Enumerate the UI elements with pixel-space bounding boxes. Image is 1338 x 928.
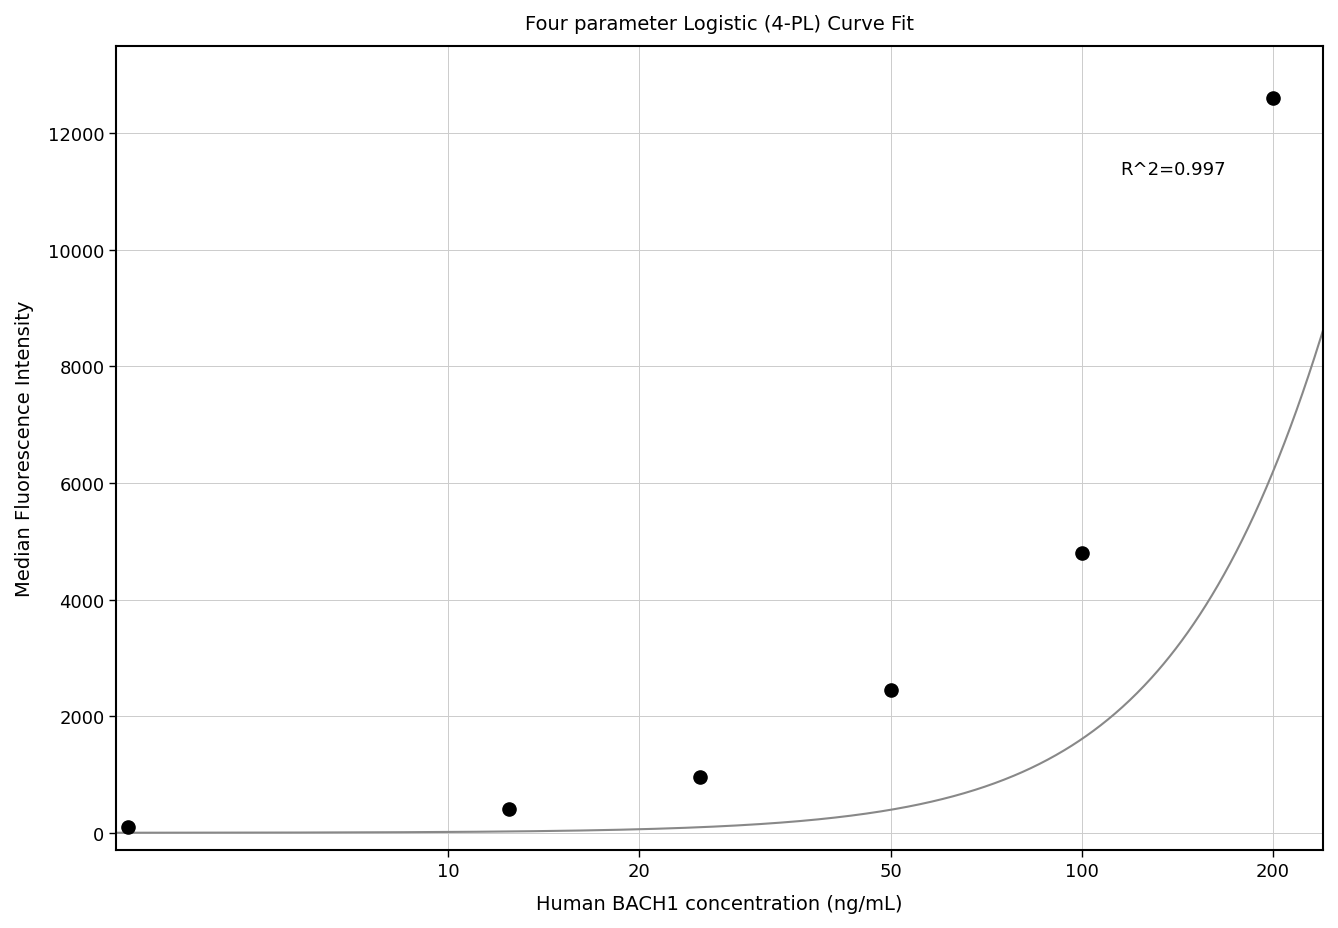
Y-axis label: Median Fluorescence Intensity: Median Fluorescence Intensity: [15, 301, 33, 597]
Point: [1072, 546, 1093, 561]
Text: R^2=0.997: R^2=0.997: [1120, 161, 1226, 179]
X-axis label: Human BACH1 concentration (ng/mL): Human BACH1 concentration (ng/mL): [537, 894, 903, 913]
Point: [118, 819, 139, 834]
Title: Four parameter Logistic (4-PL) Curve Fit: Four parameter Logistic (4-PL) Curve Fit: [524, 15, 914, 34]
Point: [1262, 92, 1283, 107]
Point: [880, 683, 902, 698]
Point: [689, 770, 710, 785]
Point: [499, 802, 520, 817]
